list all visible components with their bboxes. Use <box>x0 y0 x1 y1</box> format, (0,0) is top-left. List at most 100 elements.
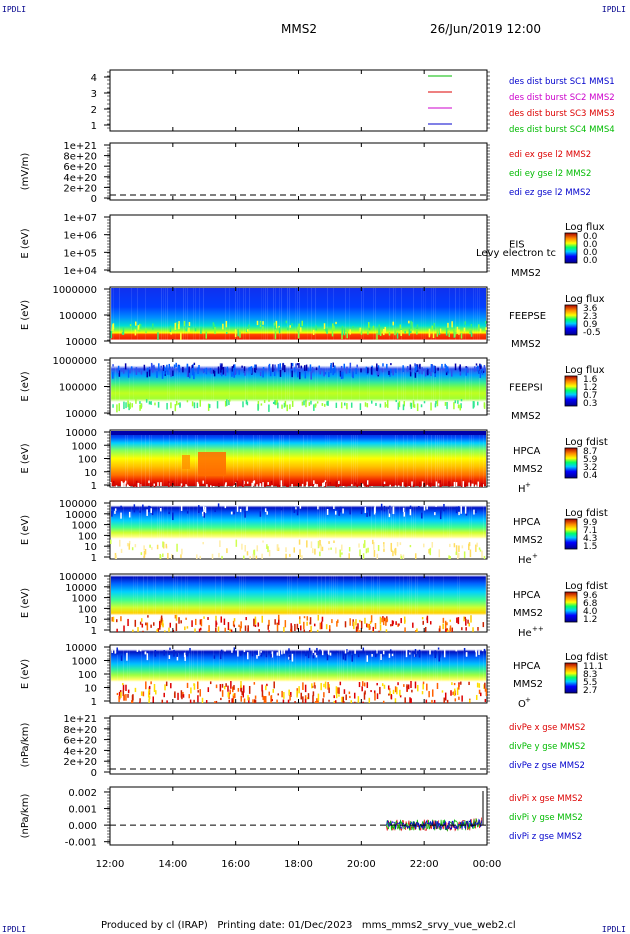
p5-data-cell <box>143 364 146 371</box>
p9-data-cell <box>343 701 345 703</box>
p8-data-cell <box>155 575 156 631</box>
p7-data-cell <box>409 544 412 548</box>
p5-data-cell <box>177 402 180 405</box>
p9-data-cell <box>443 697 445 703</box>
p6-data-cell <box>318 486 321 487</box>
p7-data-cell <box>392 506 395 515</box>
p9-data-cell <box>354 701 356 703</box>
p5-data-cell <box>122 368 125 374</box>
p9-data-cell <box>283 649 285 654</box>
p6-data-cell <box>469 480 472 486</box>
p9-data-cell <box>243 685 245 693</box>
p3-overlay-label: Levy electron tc <box>476 248 556 259</box>
p5-data-cell <box>301 401 304 406</box>
p4-data-cell <box>121 332 124 335</box>
p5-data-cell <box>221 363 223 366</box>
p4-data-cell <box>327 288 328 342</box>
p9-data-cell <box>163 692 165 698</box>
p5-data-cell <box>428 371 431 374</box>
p9-data-cell <box>333 695 335 699</box>
p5-data-cell <box>156 371 158 378</box>
p7-data-cell <box>162 541 165 549</box>
p5-data-cell <box>262 367 265 370</box>
p5-data-cell <box>186 400 189 403</box>
p4-data-cell <box>274 324 277 329</box>
p1-legend-entry: des dist burst SC3 MMS3 <box>509 109 615 119</box>
p6-data-cell <box>473 431 474 486</box>
p7-data-cell <box>334 510 337 515</box>
p8-data-cell <box>357 623 359 630</box>
p9-data-cell <box>120 691 122 698</box>
p5-data-cell <box>367 359 368 414</box>
p7-data-cell <box>291 502 292 558</box>
p6-data-cell <box>257 431 258 486</box>
p9-data-cell <box>261 690 264 698</box>
p9-data-cell <box>351 646 352 702</box>
p9-data-cell <box>219 646 220 702</box>
p5-data-cell <box>449 359 450 414</box>
p9-data-cell <box>300 692 303 700</box>
p7-data-cell <box>265 502 266 558</box>
p8-data-cell <box>147 575 148 631</box>
p5-data-cell <box>171 366 174 372</box>
p5-data-cell <box>148 369 151 377</box>
p8-data-cell <box>303 629 306 632</box>
p7-data-cell <box>373 550 376 557</box>
p7-data-cell <box>455 545 458 553</box>
p9-data-cell <box>320 682 322 691</box>
p9-data-cell <box>230 681 232 689</box>
p9-sc-label: MMS2 <box>513 679 543 690</box>
p9-data-cell <box>381 683 384 687</box>
p8-data-cell <box>244 625 247 631</box>
p4-data-cell <box>425 288 426 342</box>
p7-species-label: He <box>518 555 532 566</box>
p4-data-cell <box>239 288 240 342</box>
p8-data-cell <box>199 619 202 625</box>
p4-data-cell <box>262 321 264 325</box>
p8-data-cell <box>116 628 118 632</box>
p4-data-cell <box>287 288 288 342</box>
p9-data-cell <box>457 646 458 702</box>
p7-data-cell <box>293 506 296 513</box>
p5-data-cell <box>421 367 423 375</box>
p7-data-cell <box>268 549 271 557</box>
p9-data-cell <box>215 700 218 703</box>
p4-data-cell <box>183 320 186 327</box>
p7-data-cell <box>479 549 482 552</box>
p7-data-cell <box>360 509 363 515</box>
p9-data-cell <box>431 689 434 697</box>
p9-data-cell <box>441 646 442 702</box>
p8-data-cell <box>215 627 217 632</box>
p4-data-cell <box>243 288 244 342</box>
p7-data-cell <box>363 543 365 549</box>
p5-data-cell <box>328 372 330 378</box>
p9-data-cell <box>399 695 402 698</box>
p6-data-cell <box>471 483 473 487</box>
p9-data-cell <box>288 650 290 657</box>
p5-data-cell <box>222 366 225 375</box>
p5-data-cell <box>343 363 346 369</box>
p8-colorbar-tick-label: 1.2 <box>583 615 597 625</box>
p6-data-cell <box>428 482 430 487</box>
p5-data-cell <box>249 367 251 371</box>
p5-data-cell <box>291 370 293 378</box>
p8-data-cell <box>135 575 136 631</box>
p7-data-cell <box>262 540 264 543</box>
p9-data-cell <box>214 701 216 703</box>
p6-data-cell <box>362 485 365 487</box>
p5-data-cell <box>216 401 219 409</box>
p7-colorbar-tick-label: 4.3 <box>583 534 597 544</box>
p4-data-cell <box>212 322 215 329</box>
p8-data-cell <box>381 617 383 623</box>
p5-data-cell <box>282 365 285 371</box>
p5-data-cell <box>145 399 148 403</box>
p6-data-cell <box>435 431 436 486</box>
p8-data-cell <box>344 621 347 628</box>
p5-data-cell <box>173 364 176 369</box>
p9-data-cell <box>302 682 304 690</box>
p9-data-cell <box>267 646 268 702</box>
p6-data-cell <box>413 431 414 486</box>
p5-data-cell <box>147 367 149 373</box>
p4-data-cell <box>113 288 114 342</box>
p9-data-cell <box>221 646 222 702</box>
